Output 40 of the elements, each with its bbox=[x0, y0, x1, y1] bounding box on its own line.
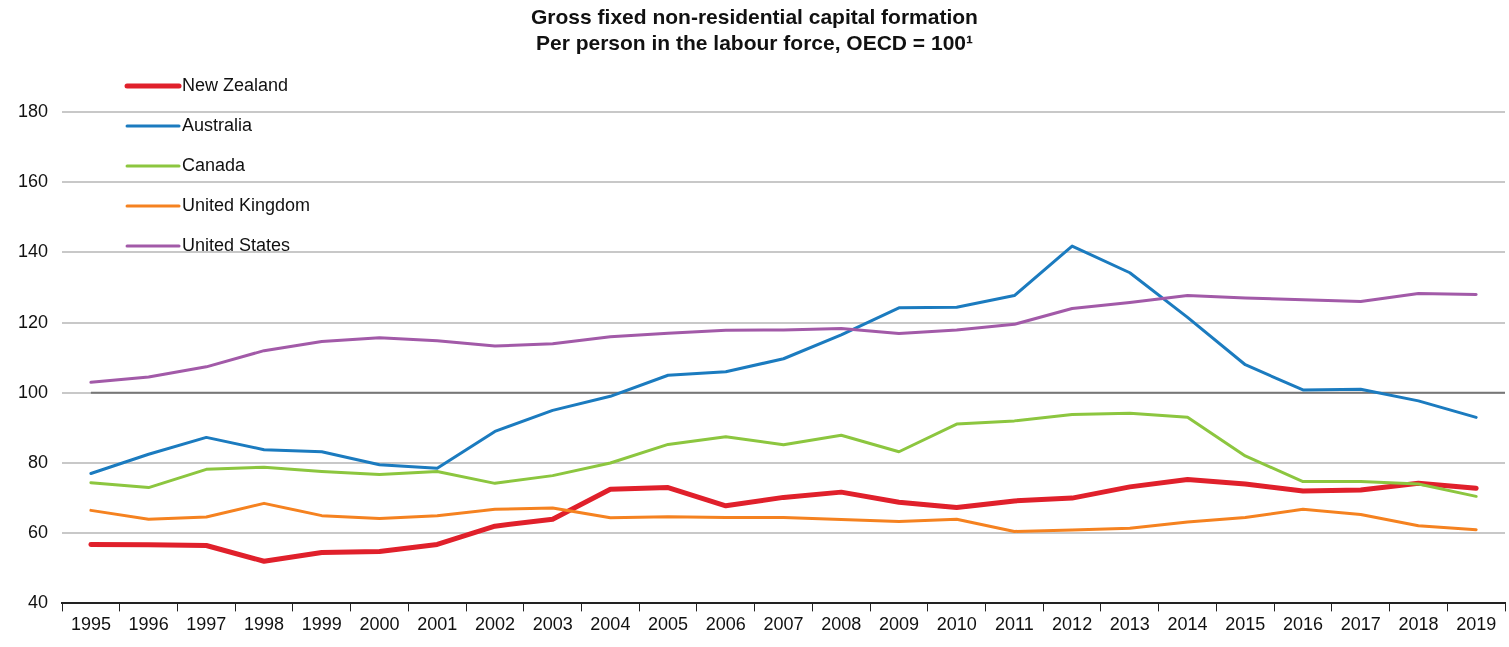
x-tick-label: 1996 bbox=[128, 614, 169, 635]
x-tick-label: 2004 bbox=[590, 614, 631, 635]
legend-label: New Zealand bbox=[182, 74, 289, 95]
x-tick-label: 2017 bbox=[1340, 614, 1381, 635]
x-tick-label: 2003 bbox=[532, 614, 573, 635]
x-tick-label: 2005 bbox=[648, 614, 689, 635]
x-tick-label: 1998 bbox=[244, 614, 285, 635]
x-tick-label: 2019 bbox=[1456, 614, 1497, 635]
x-tick-label: 2015 bbox=[1225, 614, 1266, 635]
x-tick-label: 2009 bbox=[878, 614, 919, 635]
x-tick-label: 2011 bbox=[995, 614, 1034, 635]
x-tick-label: 1997 bbox=[186, 614, 227, 635]
x-tick-label: 2013 bbox=[1109, 614, 1150, 635]
legend-label: United States bbox=[182, 234, 291, 255]
x-tick-label: 2012 bbox=[1052, 614, 1093, 635]
x-tick-label: 1999 bbox=[301, 614, 342, 635]
legend-label: Canada bbox=[182, 154, 247, 175]
legend-label: United Kingdom bbox=[182, 194, 311, 215]
y-tick-label: 160 bbox=[17, 171, 49, 192]
x-tick-label: 2000 bbox=[359, 614, 400, 635]
chart-title: Gross fixed non-residential capital formation bbox=[530, 4, 979, 30]
legend-label: Australia bbox=[182, 114, 254, 135]
y-tick-label: 100 bbox=[17, 381, 49, 402]
y-tick-label: 80 bbox=[28, 451, 49, 472]
x-tick-label: 2008 bbox=[821, 614, 862, 635]
x-tick-label: 2010 bbox=[936, 614, 977, 635]
y-tick-label: 180 bbox=[17, 100, 49, 121]
x-tick-label: 2016 bbox=[1282, 614, 1324, 635]
x-tick-label: 2007 bbox=[763, 614, 804, 635]
x-tick-label: 2014 bbox=[1167, 614, 1208, 635]
x-tick-label: 2002 bbox=[474, 614, 515, 635]
y-tick-label: 140 bbox=[17, 241, 49, 262]
y-tick-label: 40 bbox=[28, 592, 49, 613]
x-tick-label: 2006 bbox=[705, 614, 746, 635]
x-tick-label: 2018 bbox=[1398, 614, 1439, 635]
y-tick-label: 60 bbox=[28, 522, 49, 543]
x-tick-label: 1995 bbox=[70, 614, 111, 635]
x-tick-label: 2001 bbox=[417, 614, 458, 635]
y-tick-label: 120 bbox=[17, 311, 49, 332]
chart-subtitle: Per person in the labour force, OECD = 100¹ bbox=[534, 30, 974, 56]
